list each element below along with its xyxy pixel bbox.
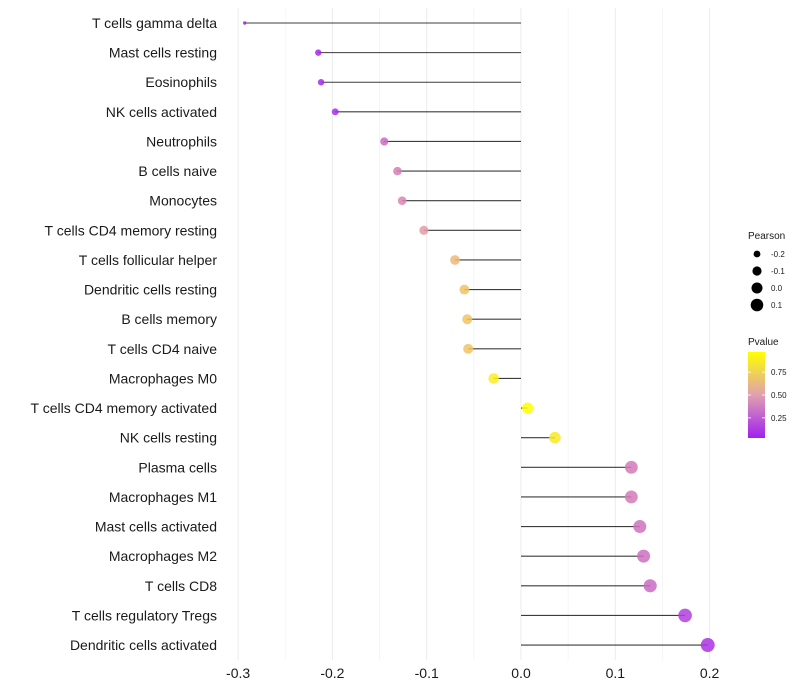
lollipop-point — [315, 49, 322, 56]
y-axis-label: Macrophages M2 — [109, 548, 217, 564]
lollipop-point — [488, 373, 499, 384]
size-legend-key — [750, 298, 764, 312]
lollipop-point — [549, 431, 561, 444]
lollipop-point — [522, 402, 534, 414]
lollipop-point — [463, 343, 474, 354]
lollipop-point — [397, 196, 407, 206]
size-legend-keys: -0.2 -0.1 0.0 0.1 — [750, 250, 785, 312]
y-axis-label: Monocytes — [149, 193, 217, 209]
lollipop-point — [380, 137, 389, 146]
y-axis-label: Mast cells activated — [95, 519, 217, 535]
lollipop-point — [450, 255, 460, 265]
y-axis-label: T cells gamma delta — [92, 15, 217, 31]
color-legend-label: 0.75 — [771, 368, 787, 377]
lollipop-point — [700, 638, 715, 653]
x-axis-tick-label: -0.3 — [226, 665, 250, 681]
lollipop-points — [242, 21, 715, 653]
x-axis-tick-label: 0.2 — [700, 665, 720, 681]
y-axis-label: Macrophages M0 — [109, 370, 217, 386]
lollipop-point — [633, 520, 647, 534]
x-axis-tick-label: -0.2 — [320, 665, 344, 681]
y-axis-label: Plasma cells — [138, 459, 217, 475]
x-axis-tick-label: 0.1 — [606, 665, 626, 681]
color-legend-label: 0.50 — [771, 391, 787, 400]
grid-lines — [237, 8, 711, 660]
lollipop-point — [331, 108, 339, 116]
color-legend-label: 0.25 — [771, 414, 787, 423]
color-legend-title: Pvalue — [748, 337, 779, 348]
x-axis-ticks: -0.3 -0.2 -0.1 0.0 0.1 0.2 — [226, 665, 720, 681]
lollipop-point — [462, 314, 473, 325]
y-axis-label: Dendritic cells activated — [70, 637, 217, 653]
y-axis-label: NK cells activated — [106, 104, 217, 120]
y-axis-label: Eosinophils — [145, 74, 217, 90]
y-axis-label: T cells CD4 naive — [108, 341, 218, 357]
lollipop-point — [624, 460, 638, 474]
y-axis-label: T cells regulatory Tregs — [72, 607, 217, 623]
lollipop-segments — [244, 22, 708, 646]
lollipop-point — [419, 225, 429, 235]
y-axis-label: NK cells resting — [120, 430, 217, 446]
y-axis-label: Mast cells resting — [109, 45, 217, 61]
y-axis-label: Macrophages M1 — [109, 489, 217, 505]
lollipop-point — [317, 79, 325, 86]
lollipop-point — [643, 579, 657, 593]
color-bar — [748, 352, 765, 438]
y-axis-label: B cells memory — [121, 311, 217, 327]
y-axis-label: Neutrophils — [146, 133, 217, 149]
lollipop-point — [637, 549, 651, 563]
size-legend-label: 0.1 — [771, 301, 783, 310]
y-axis-label: T cells CD4 memory resting — [45, 222, 217, 238]
size-legend-title: Pearson — [748, 231, 785, 242]
y-axis-label: T cells CD4 memory activated — [31, 400, 217, 416]
size-legend-label: -0.2 — [771, 250, 785, 259]
size-legend-label: 0.0 — [771, 284, 783, 293]
y-axis-label: T cells follicular helper — [79, 252, 218, 268]
lollipop-point — [624, 490, 638, 504]
lollipop-point — [393, 166, 402, 176]
lollipop-point — [242, 21, 247, 25]
legend: Pearson -0.2-0.10.00.1 Pvalue 0.250.500.… — [748, 231, 787, 438]
x-axis-tick-label: 0.0 — [511, 665, 531, 681]
y-axis-label: T cells CD8 — [145, 578, 217, 594]
y-axis-label: Dendritic cells resting — [84, 282, 217, 298]
size-legend-key — [751, 282, 763, 294]
color-legend-ticks: 0.25 0.50 0.75 — [748, 368, 787, 423]
y-axis-label: B cells naive — [138, 163, 217, 179]
lollipop-point — [678, 608, 692, 623]
size-legend-label: -0.1 — [771, 267, 785, 276]
x-axis-tick-label: -0.1 — [415, 665, 439, 681]
lollipop-point — [459, 284, 470, 295]
size-legend-key — [752, 266, 762, 276]
size-legend-key — [753, 250, 761, 258]
y-axis-labels: T cells gamma delta Mast cells resting Eos… — [31, 15, 218, 653]
